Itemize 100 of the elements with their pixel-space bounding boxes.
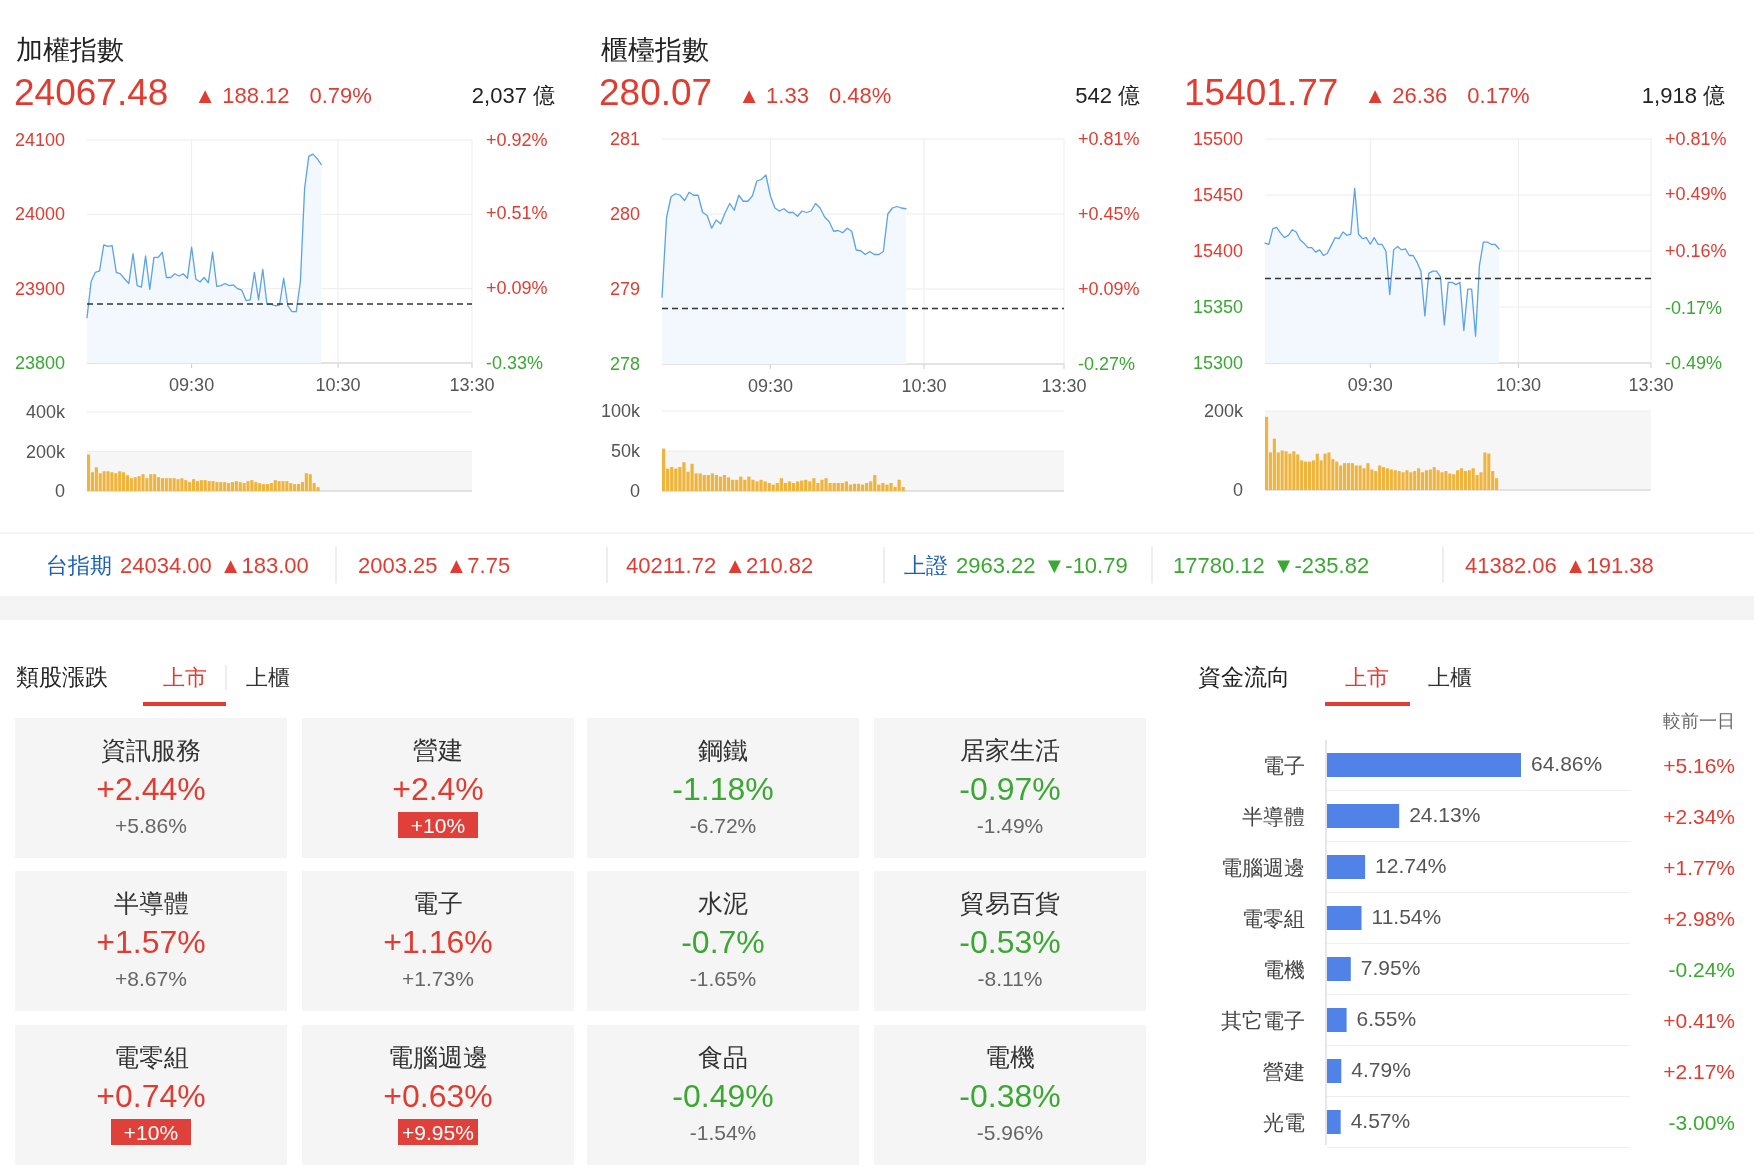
y-tick-label: 電機 xyxy=(1263,957,1305,981)
text: +1.77% xyxy=(1663,855,1735,879)
bar xyxy=(1323,453,1327,490)
bar xyxy=(238,482,242,491)
data-label: -1.65% xyxy=(689,966,757,990)
y-tick-label: 278 xyxy=(609,354,640,374)
text: 41382.06 xyxy=(1465,552,1557,578)
data-label: +8.67% xyxy=(115,966,187,990)
bar xyxy=(110,472,114,491)
bar xyxy=(265,484,269,491)
text: 上市 xyxy=(1345,664,1389,690)
data-label: 64.86% xyxy=(1531,751,1603,775)
bar xyxy=(122,472,126,491)
y-tick-label: 23900 xyxy=(14,278,65,299)
data-label: +10% xyxy=(410,813,466,837)
text: ▲183.00 xyxy=(219,552,309,578)
y2-tick-label: -0.49% xyxy=(1665,353,1723,373)
bar xyxy=(885,484,889,491)
text: +2.34% xyxy=(1663,804,1735,828)
bar xyxy=(759,479,763,491)
text: 2003.25 xyxy=(358,552,438,578)
bar xyxy=(710,473,714,491)
bar xyxy=(203,480,207,491)
y2-tick-label: -0.17% xyxy=(1665,297,1723,318)
bar xyxy=(227,483,231,491)
bar xyxy=(670,467,674,491)
bar xyxy=(304,473,308,491)
y-tick-label: 營建 xyxy=(1263,1059,1305,1083)
bar xyxy=(1428,469,1432,490)
bar xyxy=(1378,465,1382,490)
y-tick-label: 200k xyxy=(25,441,66,462)
bar xyxy=(1389,469,1393,490)
bar xyxy=(873,475,877,491)
bar xyxy=(836,483,840,491)
text: ▲ 188.12 xyxy=(194,82,290,108)
text: 542 億 xyxy=(1075,82,1140,108)
data-label: -1.54% xyxy=(689,1120,757,1144)
y-tick-label: 其它電子 xyxy=(1221,1008,1305,1032)
chart-subtitle: 24067.48 xyxy=(14,71,169,113)
bar xyxy=(1354,465,1358,490)
text: 2963.22 xyxy=(956,552,1036,578)
x-tick-label: 10:30 xyxy=(1495,375,1541,395)
text: 24034.00 xyxy=(120,552,212,578)
bar xyxy=(1405,470,1409,490)
bar xyxy=(149,474,153,491)
bar xyxy=(246,481,250,491)
bar xyxy=(145,478,149,491)
y-tick-label: 光電 xyxy=(1263,1110,1305,1134)
y-tick-label: 15500 xyxy=(1192,129,1243,149)
bar xyxy=(690,463,694,491)
x-tick-label: 10:30 xyxy=(315,375,361,395)
text: 2,037 億 xyxy=(471,82,555,108)
bar xyxy=(1272,438,1276,490)
bar xyxy=(1288,453,1292,490)
bar xyxy=(1397,471,1401,490)
bar xyxy=(1420,472,1425,490)
data-label: +2.4% xyxy=(392,771,484,807)
bar xyxy=(1327,906,1362,930)
bar xyxy=(755,481,759,491)
bar xyxy=(1424,470,1428,490)
bar xyxy=(1327,804,1400,828)
bar xyxy=(1327,855,1366,879)
y-tick-label: 0 xyxy=(1232,480,1243,500)
text: 40211.72 xyxy=(626,552,717,578)
text: ▲ 26.36 xyxy=(1364,82,1448,108)
text: 0.79% xyxy=(309,82,372,108)
bar xyxy=(1381,467,1386,490)
x-tick-label: 13:30 xyxy=(449,375,495,395)
bar xyxy=(285,481,289,491)
y-tick-label: 100k xyxy=(600,401,641,421)
bar xyxy=(1417,468,1421,490)
x-tick-label: 10:30 xyxy=(901,376,947,396)
data-label: 7.95% xyxy=(1360,955,1421,979)
bar xyxy=(1459,468,1464,490)
data-label: +2.44% xyxy=(96,771,206,807)
data-label: -1.18% xyxy=(672,771,774,807)
y-tick-label: 15350 xyxy=(1192,297,1243,317)
category-label: 電零組 xyxy=(113,1043,189,1071)
category-label: 電腦週邊 xyxy=(388,1043,488,1071)
chart-title: 加權指數 xyxy=(16,35,124,65)
bar xyxy=(881,483,885,491)
chart-subtitle: 15401.77 xyxy=(1184,71,1339,113)
data-label: -0.38% xyxy=(959,1078,1061,1114)
bar xyxy=(234,481,238,491)
bar xyxy=(1284,451,1288,490)
text: 上櫃 xyxy=(1428,664,1472,690)
y-tick-label: 電子 xyxy=(1263,753,1305,777)
y-tick-label: 24000 xyxy=(14,204,65,225)
bar xyxy=(1366,463,1370,490)
bar xyxy=(1327,753,1521,777)
y2-tick-label: +0.81% xyxy=(1078,129,1140,149)
x-tick-label: 09:30 xyxy=(747,376,793,396)
bar xyxy=(1452,474,1456,490)
y-tick-label: 200k xyxy=(1203,401,1244,421)
bar xyxy=(840,483,844,491)
text: +2.17% xyxy=(1663,1059,1735,1083)
bar xyxy=(682,462,686,491)
bar xyxy=(751,479,755,491)
bar xyxy=(1292,451,1296,490)
bar xyxy=(1436,470,1440,490)
